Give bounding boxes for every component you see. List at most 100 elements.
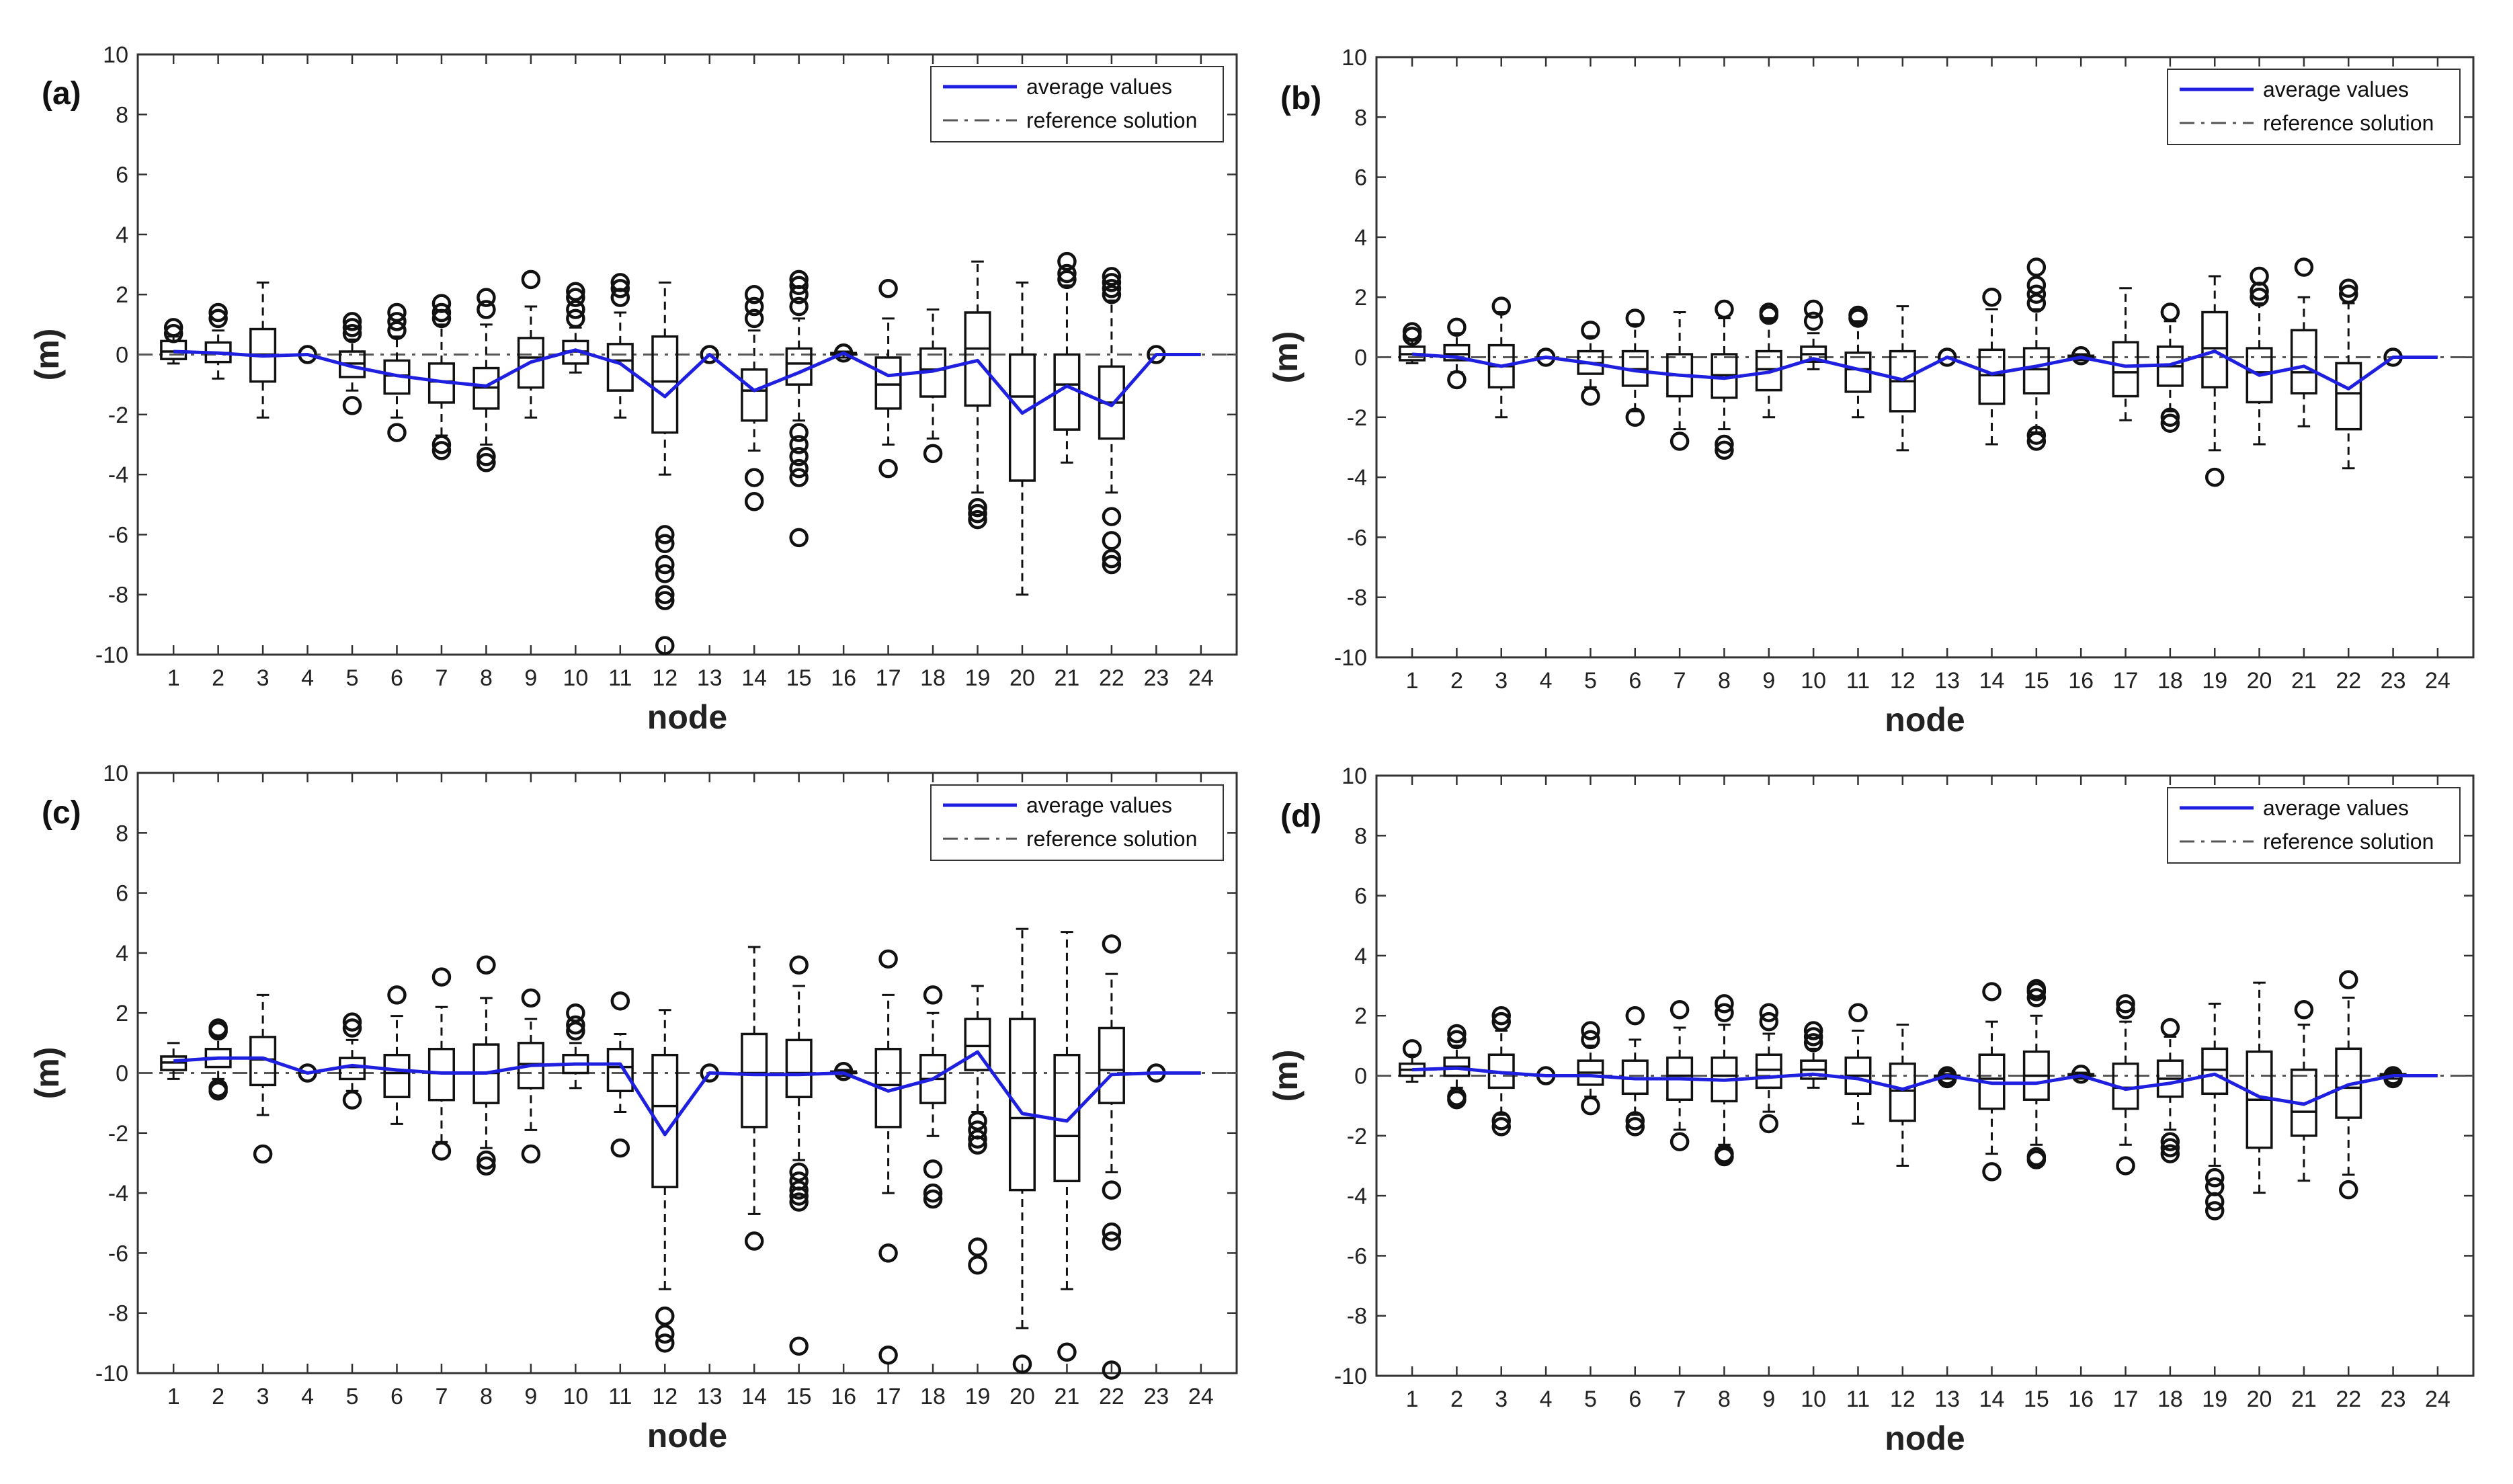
outlier-point	[655, 554, 675, 575]
x-tick-label: 6	[390, 665, 403, 691]
iqr-box	[2112, 341, 2139, 398]
x-tick-label: 13	[697, 1384, 723, 1409]
outlier-point	[1581, 386, 1600, 406]
box-node-15	[785, 270, 813, 548]
x-tick-label: 12	[652, 1384, 677, 1409]
outlier-point	[789, 423, 809, 442]
outlier-point	[1759, 1012, 1779, 1032]
legend-label-reference: reference solution	[1026, 108, 1197, 132]
x-tick-label: 19	[965, 665, 991, 691]
x-tick-label: 15	[786, 665, 812, 691]
outlier-point	[789, 435, 809, 454]
outlier-point	[1803, 1021, 1823, 1040]
outlier-point	[789, 276, 809, 296]
x-tick-label: 1	[1406, 668, 1419, 694]
x-tick-label: 9	[524, 1384, 537, 1409]
box-node-18	[919, 985, 947, 1209]
x-tick-label: 4	[301, 665, 314, 691]
outlier-point	[521, 1144, 541, 1164]
outlier-point	[342, 312, 362, 331]
outlier-point	[477, 447, 496, 466]
iqr-box	[606, 343, 634, 392]
legend: average values reference solution	[2167, 69, 2461, 145]
outlier-point	[1982, 982, 2002, 1001]
x-tick-label: 6	[1629, 1387, 1641, 1412]
outlier-point	[968, 503, 987, 524]
x-axis-label: node	[647, 1417, 727, 1454]
outlier-point	[1447, 1089, 1467, 1110]
outlier-point	[655, 1333, 675, 1353]
legend-box	[2167, 787, 2461, 864]
x-tick-label: 8	[1718, 1387, 1731, 1412]
y-tick-label: 0	[116, 1061, 128, 1087]
x-tick-label: 7	[435, 1384, 448, 1409]
outlier-point	[431, 435, 452, 454]
outlier-point	[968, 1255, 987, 1275]
box-node-14	[1978, 287, 2006, 446]
x-axis-label: node	[1885, 1419, 1965, 1457]
legend-label-average: average values	[2263, 77, 2409, 101]
x-tick-label: 11	[608, 665, 632, 691]
x-tick-label: 2	[212, 665, 224, 691]
box-node-17	[874, 279, 902, 479]
x-tick-label: 20	[2247, 668, 2272, 694]
outlier-point	[610, 991, 630, 1011]
outlier-point	[1057, 1342, 1077, 1362]
x-tick-label: 1	[167, 1384, 180, 1409]
iqr-box	[2335, 362, 2362, 431]
x-tick-label: 22	[1099, 1384, 1124, 1409]
x-tick-label: 10	[1801, 1387, 1826, 1412]
x-tick-label: 14	[1979, 668, 2005, 694]
y-tick-label: 6	[1354, 884, 1367, 909]
y-tick-label: 2	[116, 1001, 128, 1026]
outlier-point	[1447, 1030, 1467, 1050]
outlier-point	[431, 302, 452, 323]
outlier-point	[2160, 302, 2180, 322]
outlier-point	[2250, 266, 2269, 286]
outlier-point	[342, 396, 362, 415]
y-tick-label: -4	[108, 1181, 128, 1206]
outlier-point	[2071, 346, 2091, 366]
outlier-point	[2160, 413, 2180, 433]
x-tick-label: 22	[2336, 1387, 2361, 1412]
outlier-point	[566, 1003, 585, 1023]
x-tick-label: 23	[2381, 1387, 2406, 1412]
box-node-1	[160, 1042, 188, 1080]
average-values-line	[173, 1050, 1201, 1137]
outlier-point	[968, 1111, 987, 1131]
outlier-point	[968, 497, 987, 518]
box-node-12	[651, 281, 679, 655]
legend-box	[930, 784, 1224, 861]
iqr-box	[964, 1018, 991, 1071]
average-values-line	[1412, 1066, 2438, 1106]
iqr-box	[741, 1032, 768, 1128]
y-tick-label: 10	[1342, 45, 1367, 71]
outlier-point	[2026, 276, 2047, 295]
x-tick-label: 17	[876, 665, 901, 691]
outlier-point	[1759, 1114, 1779, 1134]
outlier-point	[2160, 1138, 2180, 1157]
box-node-1	[160, 318, 188, 365]
iqr-box	[1755, 349, 1782, 392]
outlier-point	[2250, 287, 2269, 307]
y-tick-label: -6	[1347, 1243, 1367, 1269]
outlier-point	[1625, 1005, 1645, 1026]
y-tick-label: 2	[116, 282, 128, 308]
outlier-point	[2026, 425, 2047, 445]
box-node-13	[700, 345, 719, 364]
x-tick-label: 8	[480, 1384, 493, 1409]
outlier-point	[342, 1012, 362, 1032]
x-tick-label: 21	[1055, 1384, 1080, 1409]
iqr-box	[651, 1053, 679, 1188]
outlier-point	[789, 1180, 809, 1200]
y-axis-label: (m)	[1267, 331, 1305, 384]
box-node-19	[964, 985, 991, 1275]
outlier-point	[789, 1192, 809, 1212]
y-tick-label: 4	[1354, 944, 1367, 969]
outlier-point	[477, 300, 496, 319]
iqr-box	[383, 1053, 411, 1098]
box-node-9	[517, 270, 544, 419]
x-tick-label: 13	[697, 665, 723, 691]
